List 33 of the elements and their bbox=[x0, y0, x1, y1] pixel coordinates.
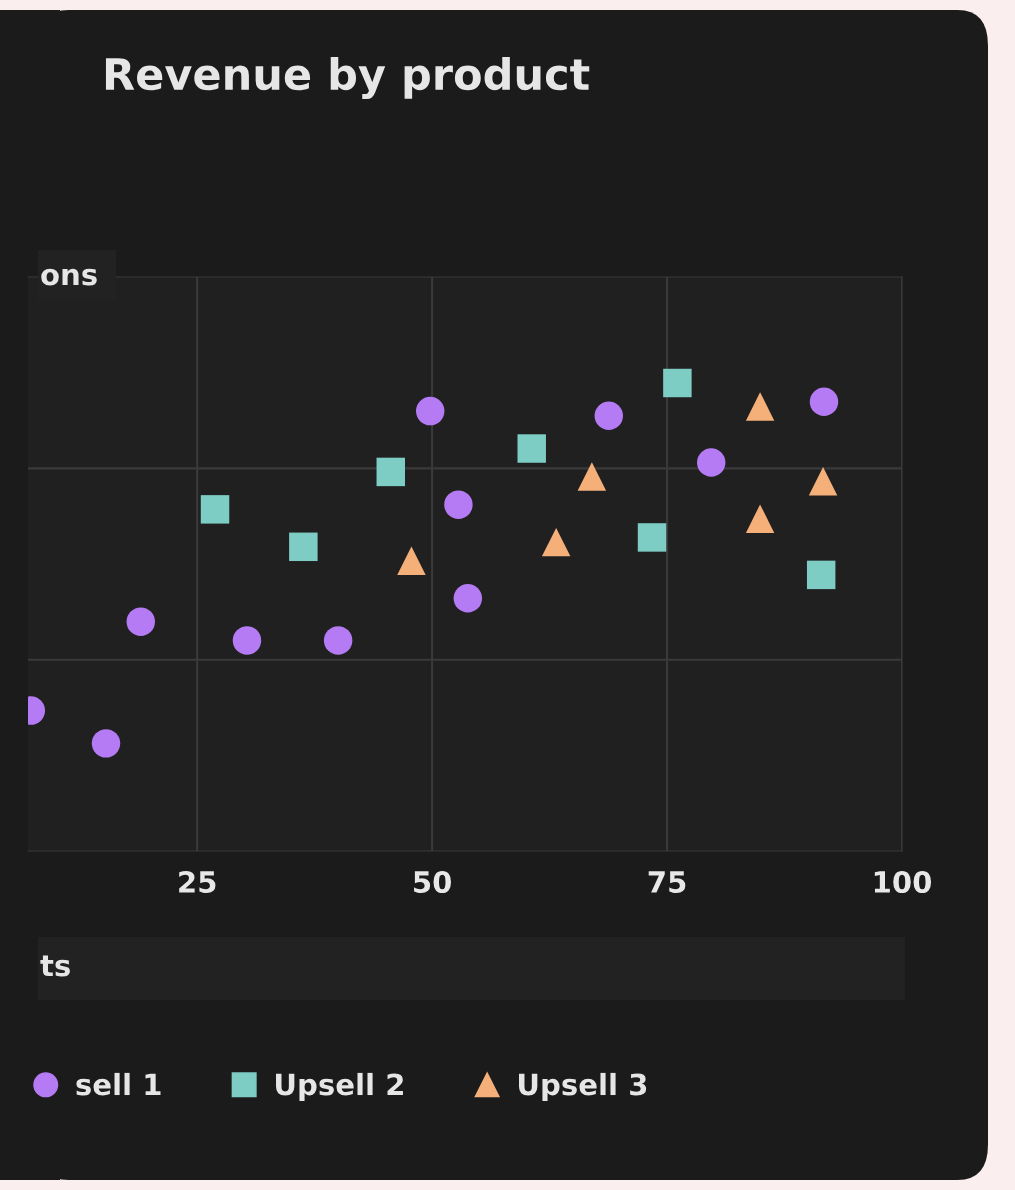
point bbox=[200, 495, 230, 524]
point bbox=[453, 584, 483, 613]
x-tick-label: 75 bbox=[648, 871, 686, 894]
point bbox=[809, 387, 839, 416]
x-tick-label: 25 bbox=[179, 870, 216, 894]
point bbox=[289, 532, 318, 562]
legend-label: Upsell 2 bbox=[276, 1072, 403, 1102]
point bbox=[663, 368, 692, 398]
point bbox=[577, 462, 607, 491]
point bbox=[541, 527, 571, 557]
point bbox=[745, 504, 775, 533]
legend-label: Upsell 3 bbox=[519, 1072, 647, 1102]
point bbox=[745, 392, 775, 421]
point bbox=[444, 490, 473, 519]
point bbox=[696, 448, 726, 477]
point bbox=[594, 401, 624, 430]
x-tick-label: 50 bbox=[414, 870, 452, 894]
x-axis-title: ts bbox=[40, 955, 70, 977]
legend-label: sell 1 bbox=[76, 1072, 161, 1096]
point bbox=[416, 396, 445, 426]
point bbox=[397, 546, 426, 576]
chart-title: Revenue by product bbox=[105, 57, 590, 99]
point bbox=[637, 523, 667, 552]
point bbox=[808, 467, 838, 496]
point bbox=[376, 457, 405, 487]
point bbox=[806, 560, 836, 590]
point bbox=[517, 434, 546, 463]
x-tick-label: 100 bbox=[874, 870, 932, 894]
point bbox=[126, 607, 156, 636]
y-axis-title: ons bbox=[41, 268, 97, 286]
point bbox=[323, 626, 353, 655]
point bbox=[91, 729, 121, 758]
point bbox=[232, 626, 262, 655]
